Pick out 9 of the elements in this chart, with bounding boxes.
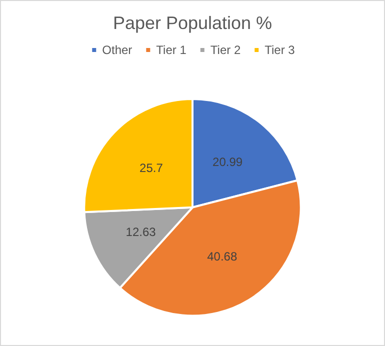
- data-label: 40.68: [207, 249, 238, 264]
- legend-label: Tier 2: [210, 43, 241, 57]
- data-label: 20.99: [212, 155, 243, 170]
- chart-title: Paper Population %: [112, 13, 272, 33]
- legend-label: Tier 1: [156, 43, 187, 57]
- data-label: 12.63: [126, 224, 156, 239]
- legend-label: Other: [102, 43, 132, 57]
- data-label: 25.7: [140, 160, 164, 175]
- legend-label: Tier 3: [264, 43, 296, 57]
